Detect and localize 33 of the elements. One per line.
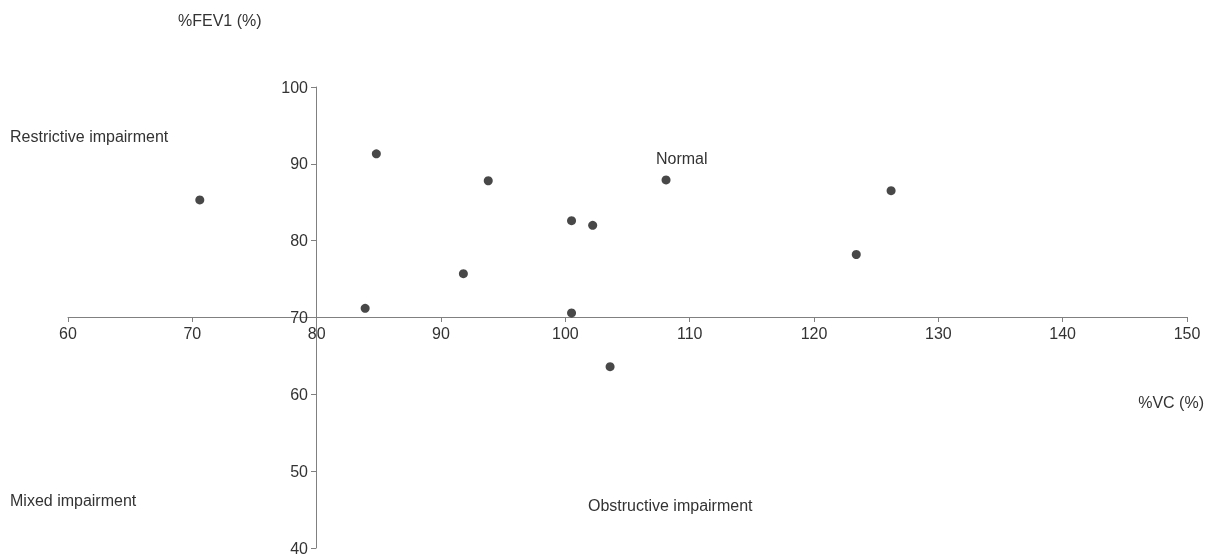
point [195,195,205,205]
x-tick-label: 100 [551,324,579,342]
y-axis-title: %FEV1 (%) [178,11,262,29]
x-tick-label: 90 [432,324,450,342]
annotation: Restrictive impairment [10,127,169,145]
y-tick-label: 80 [290,232,309,250]
point [605,362,615,372]
annotation: Mixed impairment [10,491,137,509]
y-tick-label: 60 [290,385,309,403]
x-tick-label: 70 [183,324,202,342]
x-tick-label: 150 [1173,324,1201,342]
x-tick-label: 140 [1049,324,1077,342]
y-tick-label: 40 [290,539,309,556]
annotation: Normal [656,149,708,167]
x-tick-label: 110 [676,324,703,342]
point [371,149,381,159]
y-tick-label: 90 [290,155,309,173]
point [886,186,896,196]
point [851,250,861,259]
point [567,216,577,226]
point [458,269,468,279]
x-axis-title: %VC (%) [1138,393,1204,411]
point [588,220,598,230]
x-tick-label: 120 [800,324,828,342]
x-tick-label: 130 [924,324,952,342]
y-tick-label: 50 [290,462,309,480]
point [360,303,370,313]
y-tick-label: 100 [281,78,309,96]
point [567,308,577,318]
point [661,175,671,185]
annotation: Obstructive impairment [588,496,754,514]
point [483,176,493,186]
x-tick-label: 60 [59,324,77,342]
